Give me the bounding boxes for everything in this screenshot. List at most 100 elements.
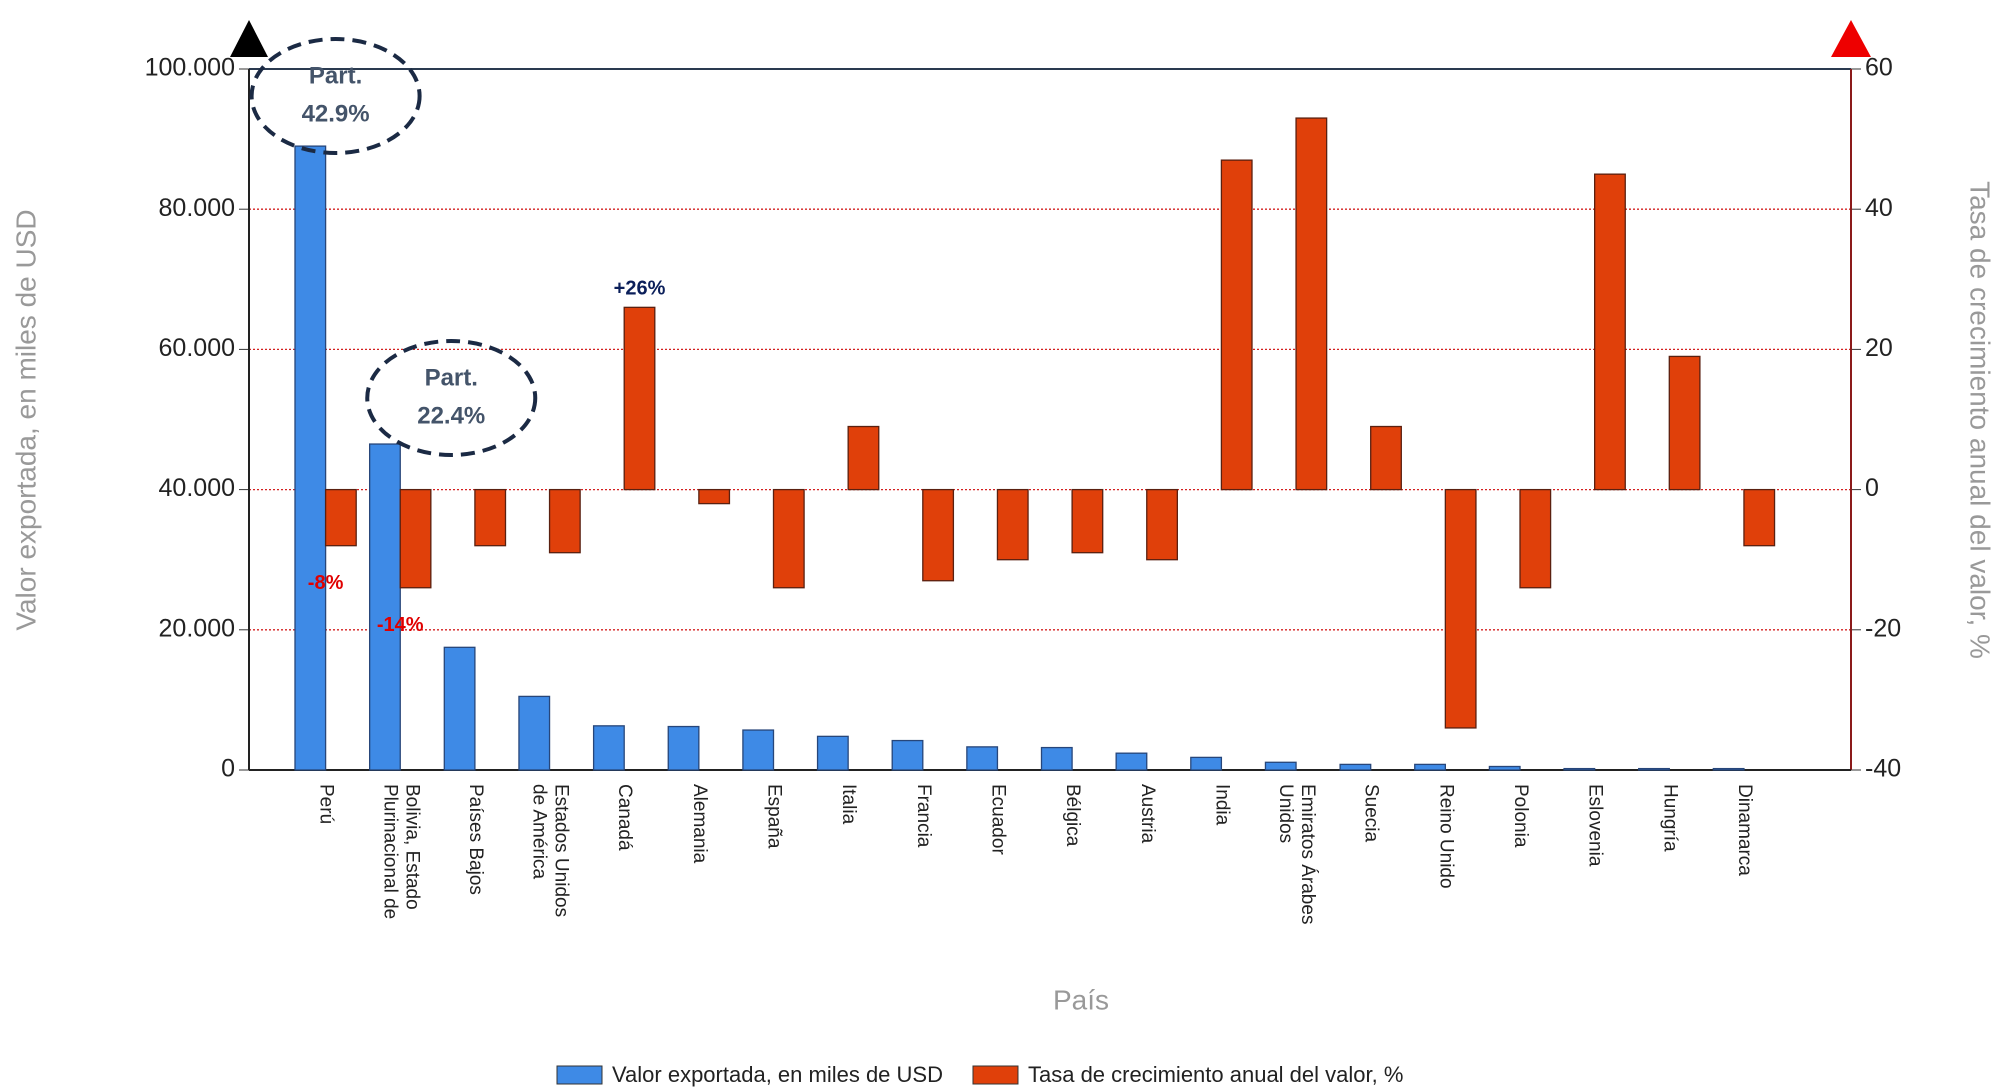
bar (1146, 488, 1179, 561)
x-tick-label: Reino Unido (1435, 784, 1456, 889)
legend-label: Valor exportada, en miles de USD (612, 1062, 943, 1087)
y2-axis-title: Tasa de crecimiento anual del valor, % (1965, 181, 1996, 659)
x-tick-label-line: Eslovenia (1585, 784, 1606, 867)
annotation-ellipse (365, 339, 538, 457)
data-label: +26% (614, 278, 666, 300)
x-tick-label: Países Bajos (465, 784, 486, 895)
bar (623, 306, 656, 491)
x-tick-label: Canadá (614, 784, 635, 851)
bar (474, 488, 507, 547)
x-tick-label: Suecia (1361, 784, 1382, 843)
bar (1594, 173, 1626, 491)
y2-tick-label: -40 (1865, 755, 1901, 783)
x-tick-label-line: Canadá (614, 784, 635, 851)
bar (966, 746, 999, 771)
x-tick-label: Bolivia, EstadoPlurinacional de (379, 784, 422, 919)
x-tick-label-line: Ecuador (987, 784, 1008, 855)
bar (1190, 756, 1223, 771)
legend-label: Tasa de crecimiento anual del valor, % (1028, 1062, 1403, 1087)
bar (399, 488, 432, 589)
x-tick-label: España (763, 784, 784, 849)
bar (772, 488, 805, 589)
y2-tick-label: 20 (1865, 334, 1893, 362)
x-tick-label-line: Alemania (689, 784, 710, 864)
bar (891, 739, 924, 771)
bar (1264, 761, 1297, 771)
x-tick-label-line: Estados Unidos (551, 784, 572, 917)
x-tick-label-line: Italia (838, 784, 859, 825)
x-tick-label: Emiratos ÁrabesUnidos (1275, 784, 1318, 924)
y2-tick-label: -20 (1865, 614, 1901, 642)
x-tick-label-line: Países Bajos (465, 784, 486, 895)
x-axis-title: País (1053, 984, 1109, 1015)
bar (1040, 746, 1073, 771)
bar (294, 145, 327, 771)
bar (592, 725, 625, 771)
legend-swatch (556, 1065, 603, 1085)
x-tick-label: Polonia (1510, 784, 1531, 848)
x-tick-label-line: España (763, 784, 784, 849)
bar (1115, 752, 1148, 771)
axis-arrow (230, 20, 268, 57)
x-tick-label-line: Polonia (1510, 784, 1531, 848)
legend-swatch (972, 1065, 1019, 1085)
y2-tick-label: 40 (1865, 194, 1893, 222)
axis-arrow (1831, 20, 1871, 57)
bar (518, 695, 551, 771)
x-tick-label-line: India (1211, 784, 1232, 826)
x-tick-label: Hungría (1659, 784, 1680, 852)
x-tick-label-line: Austria (1137, 784, 1158, 844)
bar (1414, 763, 1447, 771)
bar (816, 735, 849, 771)
x-tick-label: Ecuador (987, 784, 1008, 855)
x-tick-label-line: Unidos (1275, 784, 1296, 843)
y-tick-label: 0 (221, 755, 235, 783)
bar (996, 488, 1029, 561)
y-tick-label: 40.000 (159, 474, 235, 502)
bar (847, 425, 880, 491)
annotation-ellipse (249, 37, 422, 155)
x-tick-label-line: Perú (316, 784, 337, 824)
bar (1339, 763, 1372, 771)
x-tick-label-line: Reino Unido (1435, 784, 1456, 889)
y-tick-label: 100.000 (145, 54, 235, 82)
bar (368, 443, 401, 771)
annotation-text: Part. (309, 62, 362, 89)
x-tick-label: India (1211, 784, 1232, 826)
y-tick-label: 80.000 (159, 194, 235, 222)
x-tick-label-line: Emiratos Árabes (1297, 784, 1318, 924)
x-tick-label-line: Bélgica (1062, 784, 1083, 847)
bar (1563, 767, 1596, 771)
x-tick-label: Italia (838, 784, 859, 825)
bar (1638, 767, 1670, 771)
x-tick-label: Alemania (689, 784, 710, 864)
y2-tick-label: 0 (1865, 474, 1879, 502)
x-tick-label-line: Dinamarca (1734, 784, 1755, 876)
x-tick-label-line: Plurinacional de (379, 784, 400, 919)
x-tick-label: Bélgica (1062, 784, 1083, 847)
bar (1519, 488, 1552, 589)
data-label: -8% (308, 572, 344, 594)
bar (1488, 765, 1521, 771)
bar (742, 729, 775, 771)
x-tick-label: Eslovenia (1585, 784, 1606, 867)
x-tick-label-line: de América (529, 784, 550, 879)
bar (1444, 488, 1477, 729)
x-tick-label-line: Suecia (1361, 784, 1382, 843)
bar (1071, 488, 1104, 554)
y-tick-label: 20.000 (159, 614, 235, 642)
y-axis-title: Valor exportada, en miles de USD (10, 209, 41, 630)
y2-tick-label: 60 (1865, 54, 1893, 82)
x-tick-label: Dinamarca (1734, 784, 1755, 876)
data-label: -14% (377, 614, 424, 636)
x-tick-label: Perú (316, 784, 337, 824)
x-tick-label-line: Hungría (1659, 784, 1680, 852)
annotation-text: 42.9% (302, 100, 370, 127)
bar (1370, 425, 1402, 491)
annotation-text: Part. (425, 364, 478, 391)
x-tick-label: Estados Unidosde América (529, 784, 572, 917)
bar (667, 725, 700, 771)
bar (1668, 355, 1701, 491)
bar (1220, 159, 1253, 491)
